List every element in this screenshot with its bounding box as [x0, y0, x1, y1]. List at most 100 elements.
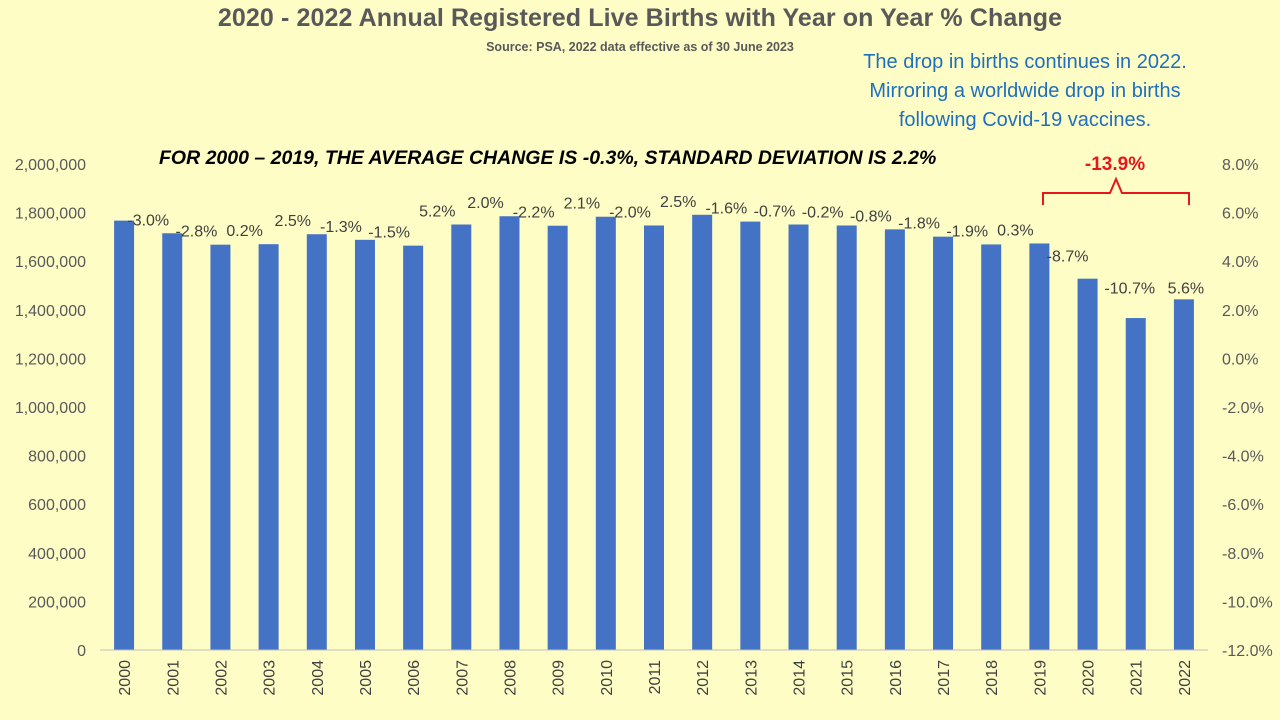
bar-label-2008: 2.0%	[467, 195, 503, 212]
bar-2021	[1125, 318, 1146, 650]
x-tick-label-2020: 2020	[1081, 660, 1098, 696]
y-right-tick-label: -8.0%	[1222, 546, 1264, 563]
callout-bracket	[1042, 176, 1190, 205]
bar-2009	[547, 225, 568, 651]
bar-label-2002: -2.8%	[176, 224, 218, 241]
y-axis-right: -12.0% -10.0% -8.0% -6.0% -4.0% -2.0% 0.0% 2.0%…	[1222, 157, 1273, 660]
bar-2019	[1029, 243, 1050, 650]
y-left-tick-label: 800,000	[28, 449, 86, 466]
annotation-note: The drop in births continues in 2022. Mi…	[820, 48, 1230, 135]
y-left-tick-label: 1,000,000	[15, 400, 86, 417]
chart-title: 2020 - 2022 Annual Registered Live Birth…	[217, 4, 1063, 32]
y-right-tick-label: -6.0%	[1222, 497, 1264, 514]
y-right-tick-label: 2.0%	[1222, 303, 1258, 320]
bar-label-2017: -1.8%	[898, 216, 940, 233]
x-tick-label-2018: 2018	[984, 660, 1001, 696]
x-tick-label-2003: 2003	[262, 660, 279, 696]
chart-subtitle: Source: PSA, 2022 data effective as of 3…	[486, 40, 794, 54]
bar-label-2015: -0.2%	[802, 204, 844, 221]
x-tick-label-2022: 2022	[1177, 660, 1194, 696]
bar-label-2009: -2.2%	[513, 205, 555, 222]
bar-label-2004: 2.5%	[275, 213, 311, 230]
bar-2004	[306, 234, 327, 651]
bar-2012	[692, 214, 713, 651]
bar-2016	[884, 229, 905, 650]
x-tick-label-2002: 2002	[213, 660, 230, 696]
x-tick-label-2011: 2011	[647, 660, 664, 695]
y-right-tick-label: 6.0%	[1222, 206, 1258, 223]
x-tick-label-2000: 2000	[117, 660, 134, 696]
bar-2017	[933, 236, 954, 651]
y-right-tick-label: 4.0%	[1222, 254, 1258, 271]
x-axis: 2000 2001 2002 2003 2004 2005 2006 2007 2008 2009…	[100, 649, 1208, 696]
y-right-tick-label: -12.0%	[1222, 643, 1273, 660]
y-axis-left: 0 200,000 400,000 600,000 800,000 1,000,000 1,…	[15, 157, 86, 660]
y-left-tick-label: 200,000	[28, 594, 86, 611]
bar-2015	[836, 225, 857, 650]
x-tick-label-2009: 2009	[551, 660, 568, 696]
bar-series	[114, 214, 1194, 651]
bar-label-2007: 5.2%	[419, 204, 455, 221]
y-right-tick-label: -2.0%	[1222, 400, 1264, 417]
bar-2000	[114, 220, 135, 650]
bar-label-2013: -1.6%	[705, 201, 747, 218]
x-tick-label-2012: 2012	[695, 660, 712, 696]
x-tick-label-2019: 2019	[1032, 660, 1049, 696]
bar-label-2014: -0.7%	[754, 204, 796, 221]
x-tick-label-2007: 2007	[454, 660, 471, 696]
annotation-note-line-3: following Covid-19 vaccines.	[898, 109, 1152, 131]
y-left-tick-label: 1,800,000	[15, 206, 86, 223]
x-tick-label-2013: 2013	[743, 660, 760, 696]
bar-label-2020: -8.7%	[1047, 249, 1089, 266]
annotation-note-line-1: The drop in births continues in 2022.	[863, 51, 1187, 73]
y-right-tick-label: -10.0%	[1222, 594, 1273, 611]
bar-2018	[981, 244, 1002, 651]
y-left-tick-label: 0	[77, 643, 86, 660]
x-tick-label-2010: 2010	[599, 660, 616, 696]
stat-annotation: FOR 2000 – 2019, THE AVERAGE CHANGE IS -…	[159, 147, 937, 169]
bar-label-2021: -10.7%	[1104, 280, 1155, 297]
bar-2007	[451, 224, 472, 650]
change-callout: -13.9%	[1084, 154, 1146, 175]
y-left-tick-label: 1,200,000	[15, 351, 86, 368]
bar-label-2022: 5.6%	[1168, 280, 1204, 297]
y-left-tick-label: 600,000	[28, 497, 86, 514]
bar-label-2018: -1.9%	[946, 223, 988, 240]
y-left-tick-label: 1,600,000	[15, 254, 86, 271]
bar-label-2001: -3.0%	[127, 212, 169, 229]
x-tick-label-2001: 2001	[165, 660, 182, 696]
bar-label-2016: -0.8%	[850, 208, 892, 225]
bar-2011	[644, 225, 664, 650]
x-tick-label-2004: 2004	[310, 660, 327, 696]
x-tick-label-2021: 2021	[1129, 660, 1146, 696]
x-tick-label-2006: 2006	[406, 660, 423, 696]
bar-2003	[258, 244, 279, 650]
bar-2013	[740, 221, 761, 650]
bar-2014	[788, 224, 809, 650]
bar-2005	[354, 239, 375, 651]
bar-2006	[403, 245, 424, 650]
bar-2001	[162, 233, 183, 650]
y-left-tick-label: 1,400,000	[15, 303, 86, 320]
bar-data-labels: -3.0% -2.8% 0.2% 2.5% -1.3% -1.5% 5.2% 2.0% -2.2…	[127, 194, 1204, 298]
bar-2010	[595, 216, 616, 650]
bar-2022	[1173, 299, 1194, 650]
x-tick-label-2016: 2016	[888, 660, 905, 696]
bar-label-2012: 2.5%	[660, 194, 696, 211]
annotation-note-line-2: Mirroring a worldwide drop in births	[869, 80, 1181, 102]
bar-2008	[499, 216, 520, 650]
bar-label-2010: 2.1%	[564, 196, 600, 213]
y-right-tick-label: 0.0%	[1222, 351, 1258, 368]
callout-bracket-path	[1042, 176, 1190, 205]
x-tick-label-2017: 2017	[936, 660, 953, 696]
x-tick-label-2014: 2014	[792, 660, 809, 696]
y-left-tick-label: 400,000	[28, 546, 86, 563]
x-tick-label-2015: 2015	[840, 660, 857, 696]
bar-2002	[210, 244, 231, 650]
x-tick-label-2005: 2005	[358, 660, 375, 696]
y-left-tick-label: 2,000,000	[15, 157, 86, 174]
bar-label-2019: 0.3%	[997, 222, 1033, 239]
y-right-tick-label: -4.0%	[1222, 449, 1264, 466]
